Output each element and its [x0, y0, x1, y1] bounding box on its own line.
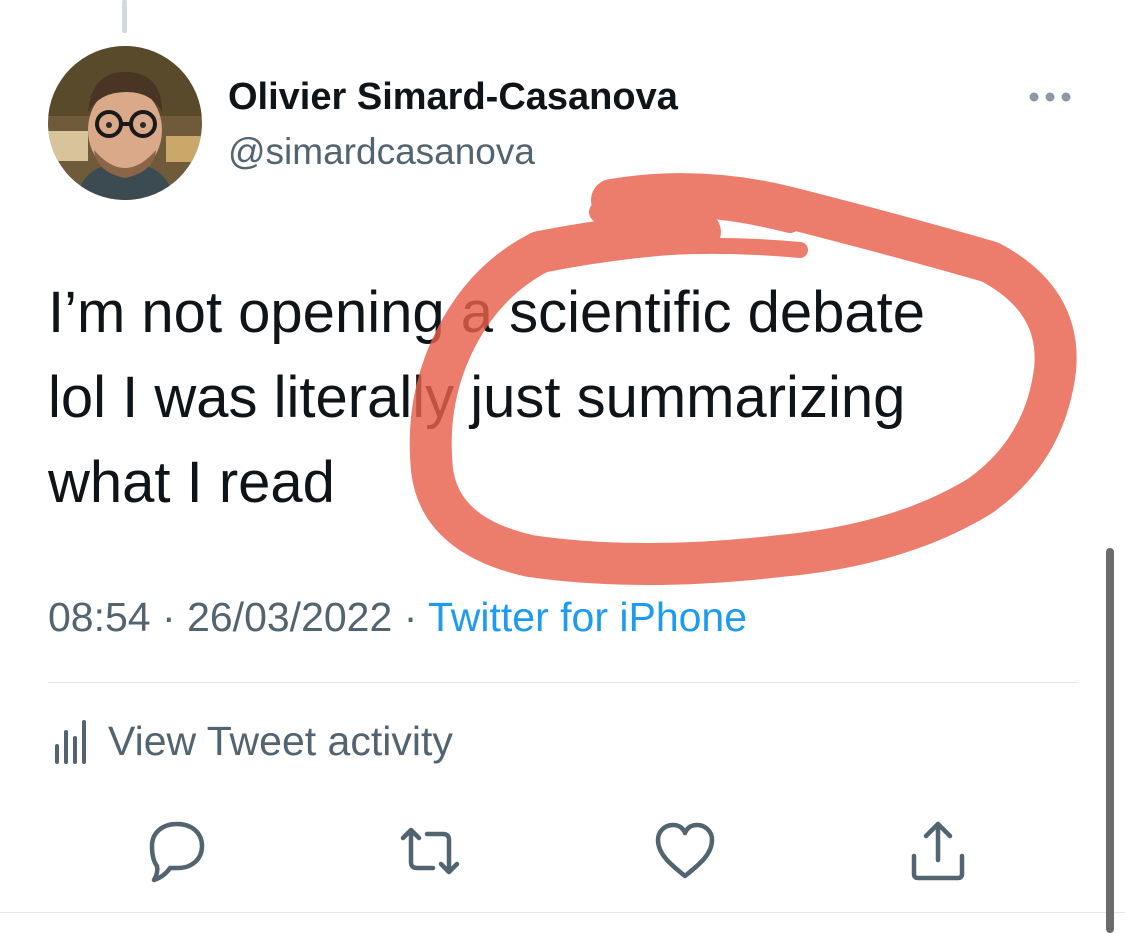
divider	[48, 682, 1078, 683]
scrollbar[interactable]	[1106, 548, 1114, 933]
meta-separator: ·	[162, 594, 176, 640]
avatar[interactable]	[48, 46, 202, 200]
reply-button[interactable]	[144, 818, 210, 884]
author-display-name[interactable]: Olivier Simard-Casanova	[228, 76, 678, 118]
like-button[interactable]	[652, 818, 718, 884]
tweet-time: 08:54	[48, 594, 151, 640]
thread-connector-line	[122, 0, 127, 33]
tweet-source-link[interactable]: Twitter for iPhone	[428, 594, 748, 640]
share-button[interactable]	[905, 818, 971, 884]
divider	[0, 912, 1125, 913]
retweet-arrows-icon	[400, 827, 460, 875]
tweet-text: I’m not opening a scientific debate lol …	[48, 270, 1048, 525]
tweet-text-line: lol I was literally just summarizing	[48, 365, 906, 430]
tweet-metadata: 08:54 · 26/03/2022 · Twitter for iPhone	[48, 594, 747, 641]
tweet-date: 26/03/2022	[187, 594, 393, 640]
heart-icon	[655, 822, 715, 879]
view-tweet-activity-button[interactable]: View Tweet activity	[52, 716, 453, 766]
share-upload-icon	[911, 821, 965, 881]
speech-bubble-icon	[149, 821, 205, 883]
avatar-photo	[48, 46, 202, 200]
tweet-text-line: I’m not opening a scientific debate	[48, 280, 925, 345]
more-options-icon[interactable]	[1024, 82, 1076, 112]
author-handle[interactable]: @simardcasanova	[228, 131, 535, 172]
tweet-text-line: what I read	[48, 450, 335, 515]
retweet-button[interactable]	[397, 818, 463, 884]
view-tweet-activity-label: View Tweet activity	[108, 717, 453, 764]
bar-chart-icon	[55, 720, 86, 764]
meta-separator: ·	[403, 594, 418, 640]
